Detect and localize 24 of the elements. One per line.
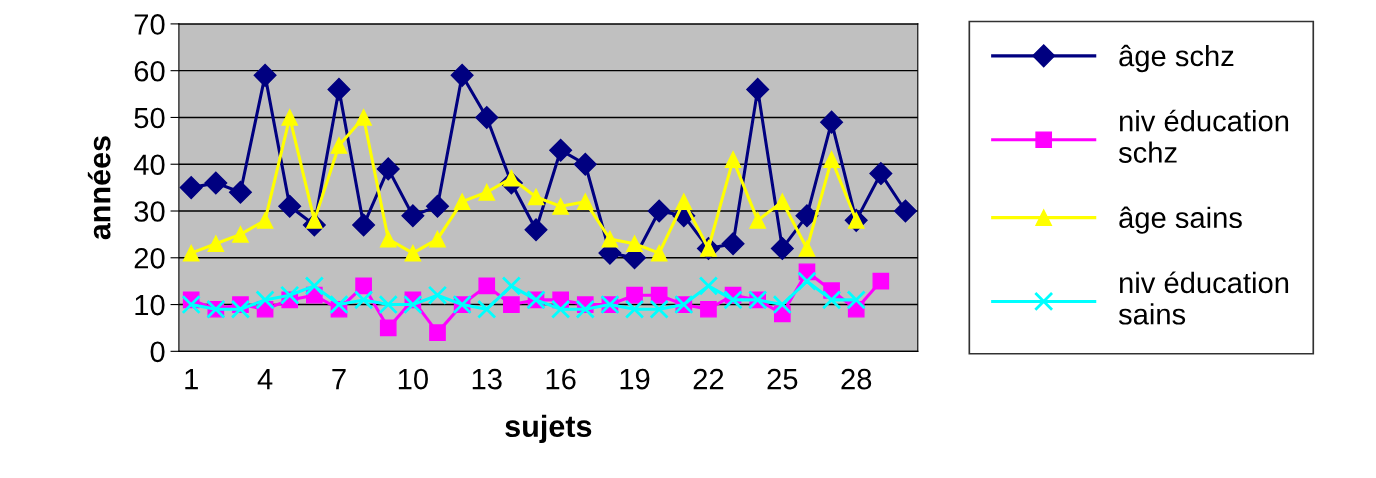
x-tick-label: 13 [472,368,502,390]
x-axis-title: sujets [505,414,592,444]
y-tick-label: 40 [133,154,165,176]
x-tick-label: 16 [546,368,576,390]
y-tick-label: 60 [134,60,165,82]
y-tick-label: 0 [150,341,165,363]
x-tick-label: 1 [185,369,198,390]
y-axis-title: années [87,136,111,240]
x-tick-label: 7 [332,369,346,390]
y-tick-label: 10 [135,294,165,316]
y-tick-label: 50 [134,107,165,129]
y-tick-label: 70 [134,14,165,35]
legend-label: niv éducation sains [1118,271,1289,325]
legend-label: âge schz [1119,44,1234,73]
y-tick-label: 20 [134,247,165,269]
x-tick-label: 25 [767,368,798,390]
x-tick-label: 19 [620,368,650,390]
legend-label: âge sains [1119,206,1242,234]
x-tick-label: 22 [693,368,724,390]
x-tick-label: 4 [257,369,273,390]
y-tick-label: 30 [134,201,165,222]
legend-label: niv éducation schz [1118,109,1289,163]
x-tick-label: 28 [841,368,872,390]
x-tick-label: 10 [398,368,428,390]
